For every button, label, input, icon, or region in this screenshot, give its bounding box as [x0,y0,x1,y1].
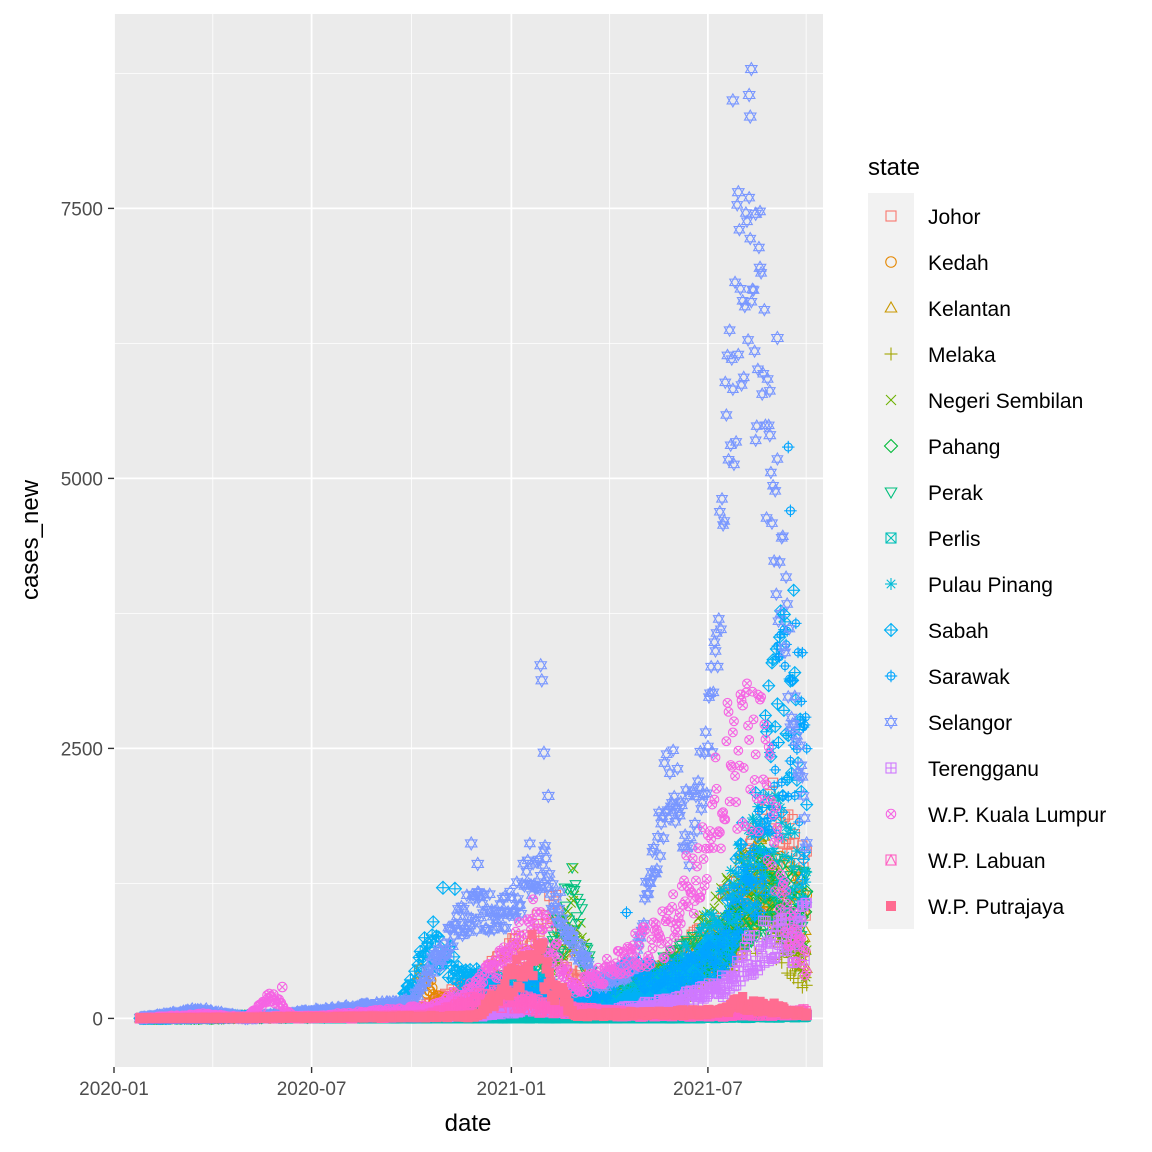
panel-background [114,14,823,1067]
data-points [133,61,814,1026]
data-point [426,982,438,994]
grid-minor [114,14,823,1067]
